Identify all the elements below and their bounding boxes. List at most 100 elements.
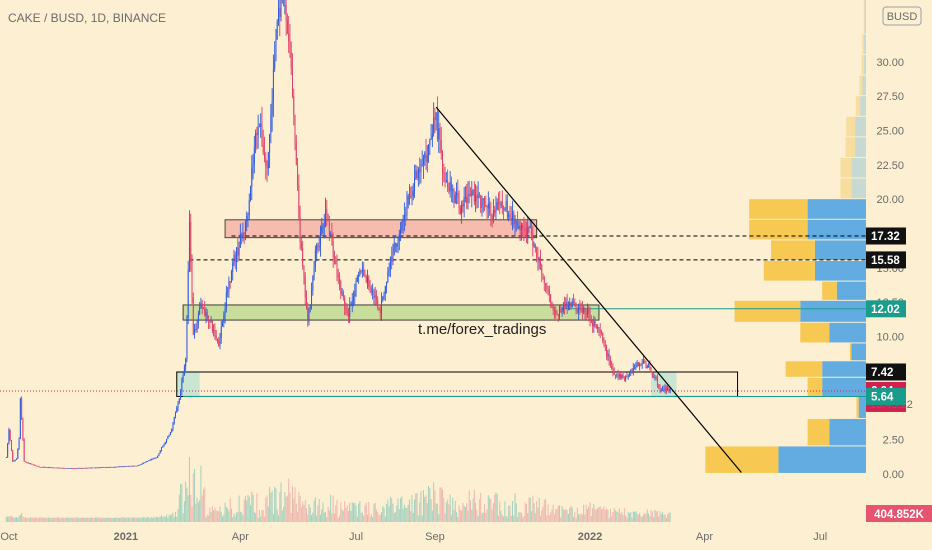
candle-body	[147, 461, 149, 462]
candle-body	[444, 173, 446, 182]
volume-bar	[640, 516, 642, 522]
volume-bar	[457, 516, 459, 522]
candle-body	[252, 164, 254, 168]
volume-bar	[96, 517, 98, 522]
volume-bar	[644, 513, 646, 522]
volume-readout-label: 404.852K	[874, 509, 925, 521]
volume-bar	[153, 516, 155, 522]
volume-bar	[552, 504, 554, 522]
volume-bar	[280, 482, 282, 522]
candle-body	[192, 297, 194, 335]
currency-badge[interactable]: BUSD	[882, 6, 922, 26]
candle-body	[300, 242, 302, 249]
volume-bar	[79, 517, 81, 522]
candle-body	[344, 297, 346, 308]
volume-bar	[327, 506, 329, 522]
volume-bar	[13, 517, 15, 522]
candle-body	[581, 308, 583, 313]
profile-bar-left	[771, 240, 815, 260]
volume-bar	[621, 512, 623, 522]
candle-body	[266, 165, 268, 169]
candle-body	[8, 429, 10, 444]
volume-bar	[659, 510, 661, 522]
watermark-text: t.me/forex_tradings	[418, 321, 546, 338]
volume-bar	[138, 517, 140, 522]
volume-bar	[414, 499, 416, 522]
candle-body	[509, 214, 511, 218]
candle-body	[88, 467, 90, 469]
volume-bar	[312, 512, 314, 522]
volume-bar	[202, 489, 204, 522]
volume-bar	[140, 517, 142, 522]
candle-body	[323, 225, 325, 227]
volume-bar	[262, 510, 264, 522]
volume-bar	[578, 514, 580, 522]
candle-body	[238, 247, 240, 256]
candle-body	[210, 321, 212, 323]
volume-bar	[580, 513, 582, 522]
candle-body	[492, 209, 494, 219]
volume-bar	[668, 512, 670, 522]
volume-bar	[501, 515, 503, 522]
candle-body	[228, 281, 230, 292]
volume-bar	[82, 517, 84, 522]
candle-body	[547, 287, 549, 290]
candle-body	[61, 467, 63, 469]
volume-bar	[499, 501, 501, 522]
candle-body	[83, 467, 85, 469]
volume-bar	[311, 515, 313, 522]
volume-bar	[299, 495, 301, 522]
profile-bar-right	[851, 343, 866, 361]
candle-body	[318, 246, 320, 248]
candle-body	[537, 256, 539, 261]
x-tick-label: Jul	[813, 531, 827, 543]
volume-bar	[496, 494, 498, 522]
x-tick-label: Oct	[0, 531, 17, 543]
candle-body	[499, 204, 501, 206]
volume-bar	[178, 494, 180, 522]
volume-bar	[470, 500, 472, 522]
volume-bar	[490, 498, 492, 522]
candle-body	[497, 202, 499, 205]
resistance-zone	[224, 219, 538, 239]
profile-bar-left	[749, 199, 808, 219]
volume-bar	[244, 495, 246, 522]
price-axis[interactable]: -2.500.002.505.007.5010.0012.5015.0017.5…	[876, 57, 904, 515]
volume-bar	[33, 517, 35, 522]
volume-bar	[515, 503, 517, 522]
candle-body	[401, 222, 403, 230]
time-axis[interactable]: Oct 2021 Apr Jul Sep 2022 Apr Jul	[0, 531, 827, 543]
volume-bar	[565, 508, 567, 522]
candle-body	[491, 216, 493, 219]
candle-body	[368, 276, 370, 287]
volume-bar	[107, 517, 109, 522]
volume-bar	[369, 516, 371, 522]
volume-bar	[10, 515, 12, 522]
candle-body	[276, 21, 278, 39]
candle-body	[267, 152, 269, 169]
volume-bar	[63, 517, 65, 522]
candle-body	[440, 139, 442, 153]
candle-body	[174, 412, 176, 418]
volume-bars	[5, 456, 671, 522]
volume-bar	[497, 515, 499, 522]
candle-body	[274, 60, 276, 69]
symbol-title[interactable]: CAKE / BUSD, 1D, BINANCE	[8, 11, 166, 25]
candle-body	[27, 462, 29, 464]
volume-bar	[277, 515, 279, 522]
candle-body	[472, 189, 474, 192]
volume-bar	[241, 512, 243, 522]
volume-bar	[562, 509, 564, 522]
candle-body	[668, 388, 670, 392]
volume-bar	[416, 493, 418, 522]
volume-bar	[188, 456, 190, 522]
candle-body	[377, 298, 379, 308]
profile-bar-right	[851, 178, 866, 199]
volume-bar	[252, 494, 254, 522]
candle-body	[159, 450, 161, 454]
price-tag: 7.42	[866, 363, 906, 381]
candle-body	[51, 467, 53, 469]
volume-bar	[650, 510, 652, 522]
profile-bar-right	[829, 322, 866, 343]
